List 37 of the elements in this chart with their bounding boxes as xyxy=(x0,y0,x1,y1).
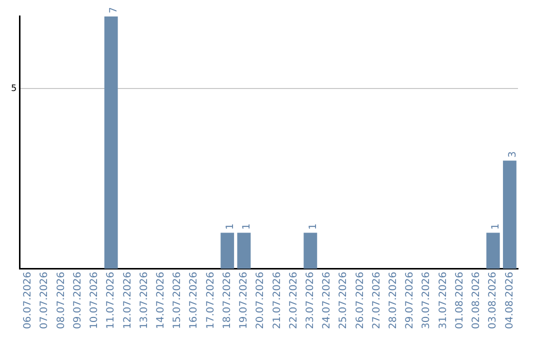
x-tick-label: 28.07.2026 xyxy=(388,272,400,330)
x-tick-label: 18.07.2026 xyxy=(222,272,233,330)
x-tick-label: 04.08.2026 xyxy=(504,272,516,330)
x-tick-label: 25.07.2026 xyxy=(338,272,350,330)
x-tick-label: 17.07.2026 xyxy=(205,272,216,330)
x-tick-label: 29.07.2026 xyxy=(404,272,416,330)
x-tick-label: 14.07.2026 xyxy=(155,272,166,330)
x-tick-label: 09.07.2026 xyxy=(72,272,84,330)
x-tick-label: 03.08.2026 xyxy=(488,272,499,330)
x-tick-label: 13.07.2026 xyxy=(138,272,150,330)
x-tick-label: 21.07.2026 xyxy=(272,272,283,330)
x-tick-label: 20.07.2026 xyxy=(255,272,266,330)
x-tick-label: 24.07.2026 xyxy=(322,272,333,330)
x-tick-label: 23.07.2026 xyxy=(304,272,316,330)
data-label: 7 xyxy=(108,7,120,14)
data-label: 1 xyxy=(242,223,253,230)
x-tick-label: 19.07.2026 xyxy=(238,272,250,330)
x-tick-label: 31.07.2026 xyxy=(438,272,449,330)
x-tick-label: 26.07.2026 xyxy=(354,272,366,330)
data-label: 1 xyxy=(308,223,319,230)
x-tick-label: 27.07.2026 xyxy=(371,272,382,330)
data-label: 1 xyxy=(490,223,502,230)
x-tick-label: 16.07.2026 xyxy=(188,272,200,330)
x-tick-label: 11.07.2026 xyxy=(106,272,117,330)
x-tick-label: 07.07.2026 xyxy=(39,272,50,330)
x-tick-label: 15.07.2026 xyxy=(172,272,184,330)
x-tick-label: 06.07.2026 xyxy=(22,272,34,330)
x-tick-label: 22.07.2026 xyxy=(288,272,300,330)
x-tick-label: 12.07.2026 xyxy=(122,272,134,330)
x-tick-label: 30.07.2026 xyxy=(421,272,432,330)
data-label: 1 xyxy=(224,223,236,230)
y-tick-label: 5 xyxy=(10,84,17,94)
x-tick-label: 08.07.2026 xyxy=(56,272,67,330)
data-label: 3 xyxy=(507,151,518,158)
x-tick-label: 01.08.2026 xyxy=(454,272,466,330)
x-tick-label: 02.08.2026 xyxy=(471,272,482,330)
x-tick-label: 10.07.2026 xyxy=(89,272,100,330)
